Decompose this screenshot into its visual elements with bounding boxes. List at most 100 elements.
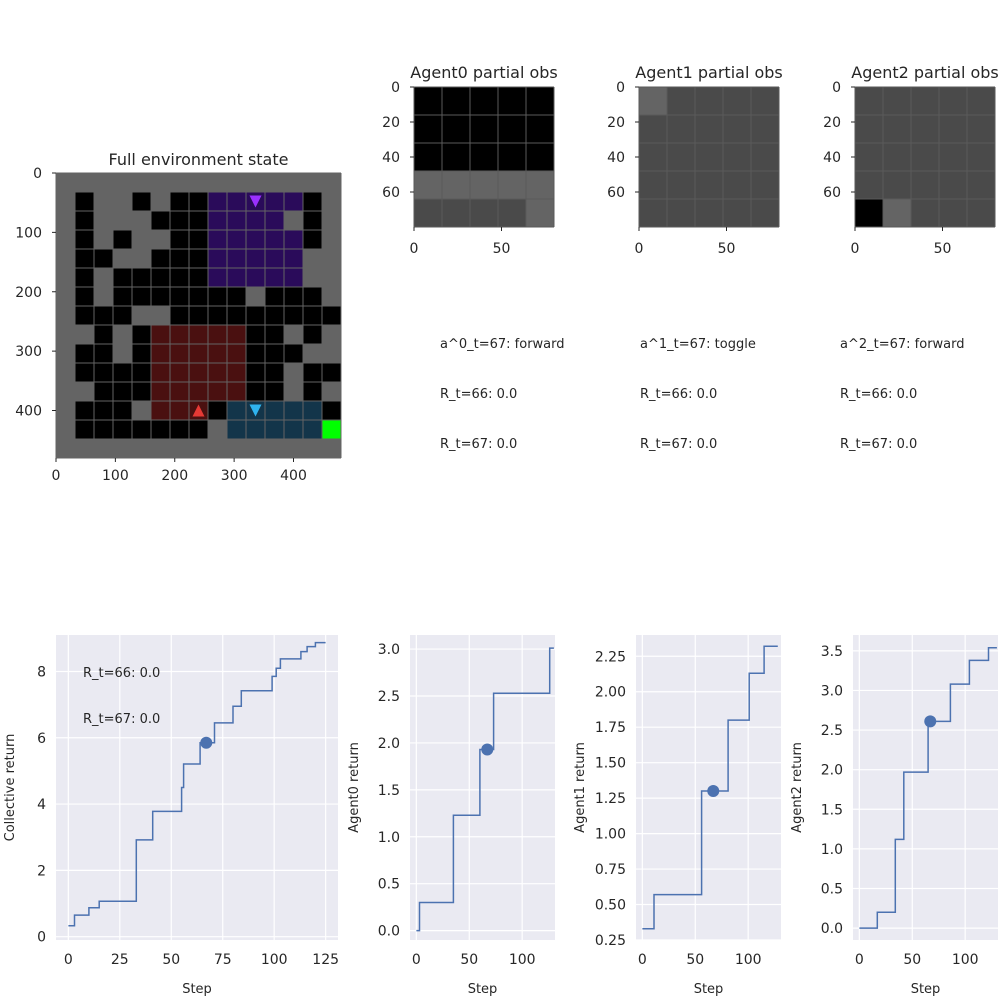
env-cell xyxy=(170,287,189,306)
env-cell xyxy=(284,363,303,382)
obs-cell xyxy=(911,171,939,199)
env-cell xyxy=(303,325,322,344)
env-grid xyxy=(55,172,342,459)
obs-cell xyxy=(751,87,779,115)
return-chart-3 xyxy=(853,635,998,940)
env-cell xyxy=(75,287,94,306)
env-cell xyxy=(246,230,265,249)
chart-ytick-label: 1.5 xyxy=(378,783,400,799)
env-title: Full environment state xyxy=(109,150,289,169)
env-cell xyxy=(208,306,227,325)
obs-cell xyxy=(498,199,526,227)
obs-cell xyxy=(723,199,751,227)
chart-ytick-label: 1.75 xyxy=(595,720,626,736)
obs-ytick-label: 60 xyxy=(382,185,400,201)
env-cell xyxy=(94,306,113,325)
obs-cell xyxy=(498,87,526,115)
env-cell xyxy=(132,363,151,382)
env-cell xyxy=(151,306,170,325)
env-cell xyxy=(113,325,132,344)
obs-cell xyxy=(667,199,695,227)
env-cell xyxy=(56,420,75,439)
chart-ytick-label: 2.00 xyxy=(595,685,626,701)
obs-cell xyxy=(967,143,995,171)
env-xtick-label: 400 xyxy=(280,468,307,484)
chart-ytick-label: 1.50 xyxy=(595,756,626,772)
chart-ytick-label: 1.0 xyxy=(821,842,843,858)
chart-ytick-label: 0 xyxy=(37,930,46,946)
env-cell xyxy=(208,268,227,287)
env-cell xyxy=(75,325,94,344)
obs-ytick-label: 40 xyxy=(607,150,625,166)
env-cell xyxy=(94,211,113,230)
agent0-reward66-text: R_t=66: 0.0 xyxy=(440,387,518,402)
env-cell xyxy=(170,230,189,249)
env-cell xyxy=(132,192,151,211)
obs-cell xyxy=(498,115,526,143)
obs-cell xyxy=(695,143,723,171)
env-cell xyxy=(303,344,322,363)
env-cell xyxy=(151,173,170,192)
env-cell xyxy=(170,249,189,268)
obs-cell xyxy=(883,171,911,199)
obs-ytick-label: 20 xyxy=(823,115,841,131)
obs-cell xyxy=(939,115,967,143)
env-cell xyxy=(113,192,132,211)
agent2-action-text: a^2_t=67: forward xyxy=(840,337,965,352)
agent-triangle-icon xyxy=(249,404,262,417)
obs-cell xyxy=(723,115,751,143)
obs-cell xyxy=(414,171,442,199)
env-cell xyxy=(208,382,227,401)
env-cell xyxy=(246,382,265,401)
obs-cell xyxy=(911,87,939,115)
env-cell xyxy=(189,287,208,306)
env-cell xyxy=(322,363,341,382)
env-cell xyxy=(284,325,303,344)
env-cell xyxy=(322,401,341,420)
obs-cell xyxy=(639,87,667,115)
chart-series-line xyxy=(859,646,997,929)
env-cell xyxy=(322,306,341,325)
chart-ytick-label: 0.5 xyxy=(378,877,400,893)
env-cell xyxy=(151,382,170,401)
env-cell xyxy=(113,173,132,192)
env-cell xyxy=(265,211,284,230)
env-xtick-label: 0 xyxy=(52,468,61,484)
env-xtick-label: 200 xyxy=(161,468,188,484)
env-cell xyxy=(189,344,208,363)
env-cell xyxy=(189,268,208,287)
obs-ytick-label: 20 xyxy=(607,115,625,131)
env-cell xyxy=(265,230,284,249)
env-cell xyxy=(208,230,227,249)
chart-xtick-label: 0 xyxy=(64,952,73,968)
env-ytick-label: 200 xyxy=(15,285,42,301)
obs-cell xyxy=(442,143,470,171)
env-cell xyxy=(265,173,284,192)
obs-cell xyxy=(751,115,779,143)
chart-annotation: R_t=67: 0.0 xyxy=(83,712,160,727)
env-cell xyxy=(284,211,303,230)
agent1-reward67-text: R_t=67: 0.0 xyxy=(640,437,718,452)
agent1-reward66-text: R_t=66: 0.0 xyxy=(640,387,718,402)
obs-panel-1 xyxy=(638,86,780,228)
obs-cell xyxy=(442,171,470,199)
env-cell xyxy=(208,401,227,420)
obs-cell xyxy=(470,115,498,143)
obs-cell xyxy=(470,171,498,199)
obs-cell xyxy=(414,87,442,115)
obs-cell xyxy=(967,115,995,143)
chart-xtick-label: 100 xyxy=(261,952,288,968)
obs-cell xyxy=(911,143,939,171)
env-cell xyxy=(113,268,132,287)
chart-xlabel: Step xyxy=(911,982,941,997)
env-cell xyxy=(227,306,246,325)
chart-xtick-label: 0 xyxy=(638,952,647,968)
env-cell xyxy=(208,344,227,363)
env-cell xyxy=(303,192,322,211)
env-cell xyxy=(151,363,170,382)
env-cell xyxy=(113,211,132,230)
obs-cell xyxy=(526,87,554,115)
obs-cell xyxy=(526,115,554,143)
env-cell xyxy=(284,173,303,192)
env-cell xyxy=(265,439,284,458)
